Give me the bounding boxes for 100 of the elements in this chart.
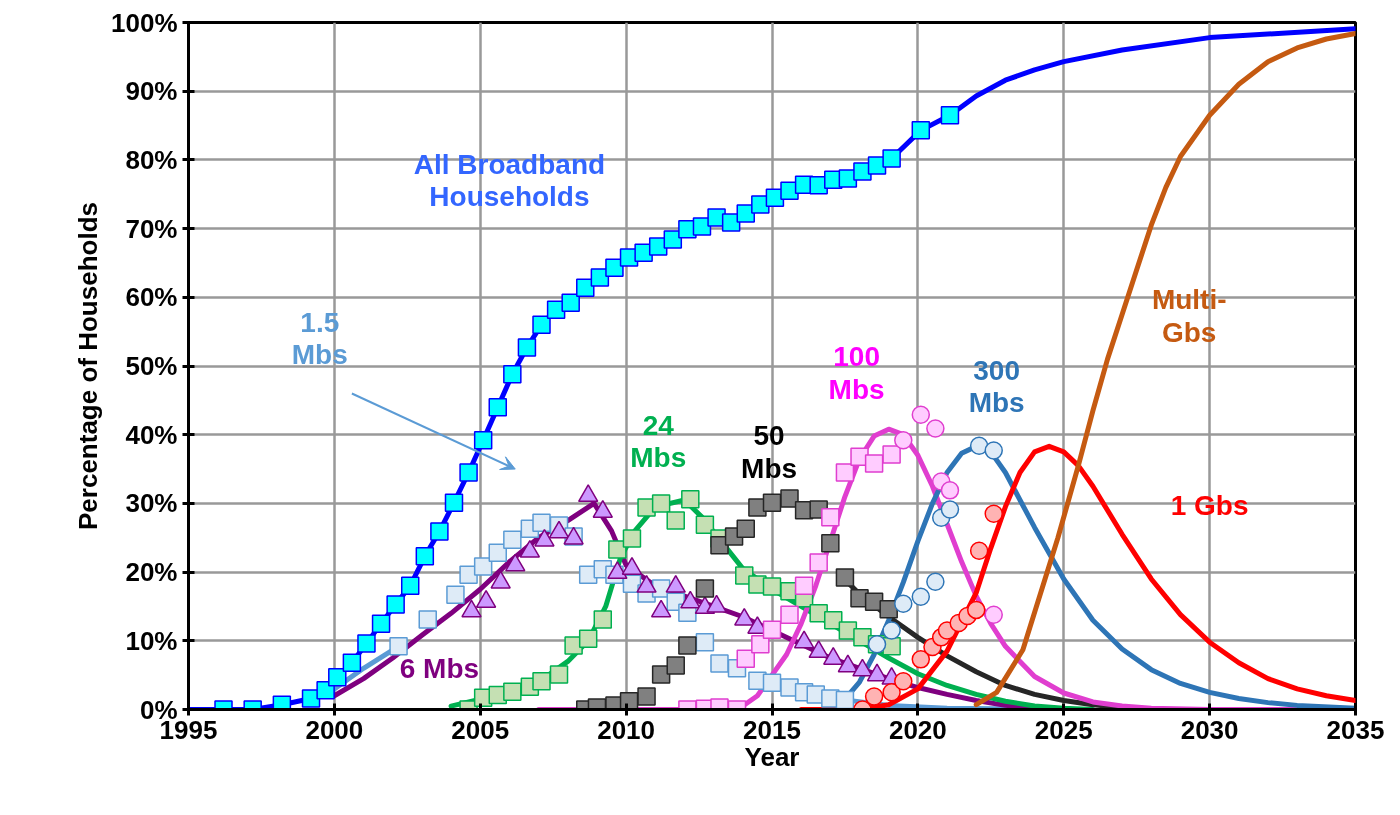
point: [418, 610, 437, 629]
point: [940, 106, 960, 125]
series-label: 100 Mbs: [828, 341, 885, 405]
point: [940, 500, 960, 519]
point: [966, 600, 986, 620]
point: [666, 656, 685, 675]
point: [751, 634, 770, 654]
point: [780, 489, 799, 508]
point: [342, 653, 362, 673]
point: [911, 121, 931, 140]
point: [371, 614, 391, 633]
point: [762, 620, 782, 640]
point: [517, 338, 537, 357]
point: [446, 585, 465, 605]
point: [984, 605, 1003, 624]
point: [821, 534, 840, 553]
point: [926, 572, 945, 591]
point: [710, 654, 729, 673]
point: [710, 536, 729, 555]
series-label: 6 Mbs: [399, 652, 480, 684]
point: [835, 690, 855, 710]
y-tick-label: 80%: [125, 144, 178, 175]
y-tick-label: 70%: [125, 213, 178, 244]
point: [503, 530, 522, 550]
point: [882, 445, 901, 464]
point: [532, 315, 551, 335]
x-tick-label: 2035: [1326, 714, 1385, 745]
point: [882, 149, 901, 168]
y-tick-label: 90%: [125, 76, 178, 107]
point: [762, 577, 782, 596]
point: [695, 515, 715, 534]
point: [389, 637, 408, 656]
point: [809, 553, 828, 572]
point: [821, 507, 840, 527]
point: [663, 230, 683, 249]
point: [911, 650, 931, 669]
point: [864, 687, 884, 706]
point: [488, 397, 508, 417]
point: [736, 649, 755, 668]
point: [605, 258, 624, 278]
point: [666, 511, 685, 530]
point: [459, 463, 478, 482]
point: [415, 547, 435, 566]
text: 50 Mbs: [741, 420, 798, 484]
x-tick-label: 2030: [1180, 714, 1239, 745]
point: [984, 504, 1003, 523]
point: [561, 293, 580, 313]
point: [678, 636, 697, 655]
point: [608, 540, 627, 559]
point: [984, 441, 1003, 460]
point: [736, 204, 755, 223]
point: [400, 576, 420, 596]
x-tick-label: 2025: [1034, 714, 1093, 745]
y-tick-label: 100%: [111, 7, 178, 38]
x-tick-label: 2005: [451, 714, 510, 745]
point: [824, 610, 843, 630]
point: [473, 430, 493, 450]
y-tick-label: 50%: [125, 351, 178, 381]
point: [780, 605, 799, 624]
point: [695, 632, 715, 652]
point: [593, 610, 613, 629]
series-label: All Broadband Households: [413, 148, 606, 213]
point: [681, 490, 700, 509]
y-tick-label: 10%: [125, 625, 178, 656]
point: [549, 665, 569, 684]
point: [590, 268, 610, 287]
point: [835, 568, 855, 587]
point: [794, 576, 814, 596]
series-label: Multi-Gbs: [1151, 284, 1227, 348]
point: [911, 587, 931, 607]
x-tick-label: 2010: [597, 714, 656, 745]
point: [444, 493, 464, 512]
point: [894, 430, 913, 450]
series-label: 24 Mbs: [630, 409, 687, 474]
point: [894, 594, 913, 613]
point: [695, 579, 715, 598]
point: [651, 494, 671, 513]
y-tick-label: 60%: [125, 282, 178, 313]
point: [532, 672, 551, 691]
point: [328, 667, 347, 687]
point: [637, 687, 656, 706]
point: [316, 681, 335, 700]
point: [879, 599, 898, 619]
y-axis-title: Percentage of Households: [73, 202, 103, 530]
point: [835, 463, 855, 482]
point: [386, 595, 405, 614]
point: [926, 419, 945, 438]
y-tick-label: 30%: [125, 488, 178, 519]
y-tick-label: 20%: [125, 557, 178, 588]
point: [882, 683, 901, 702]
point: [736, 519, 755, 539]
point: [762, 493, 782, 512]
point: [969, 436, 989, 455]
point: [357, 634, 376, 653]
point: [911, 405, 931, 425]
y-tick-label: 40%: [125, 419, 178, 450]
series-label: 300 Mbs: [968, 354, 1025, 419]
point: [894, 672, 913, 691]
x-tick-label: 2020: [888, 714, 947, 745]
point: [430, 522, 449, 541]
